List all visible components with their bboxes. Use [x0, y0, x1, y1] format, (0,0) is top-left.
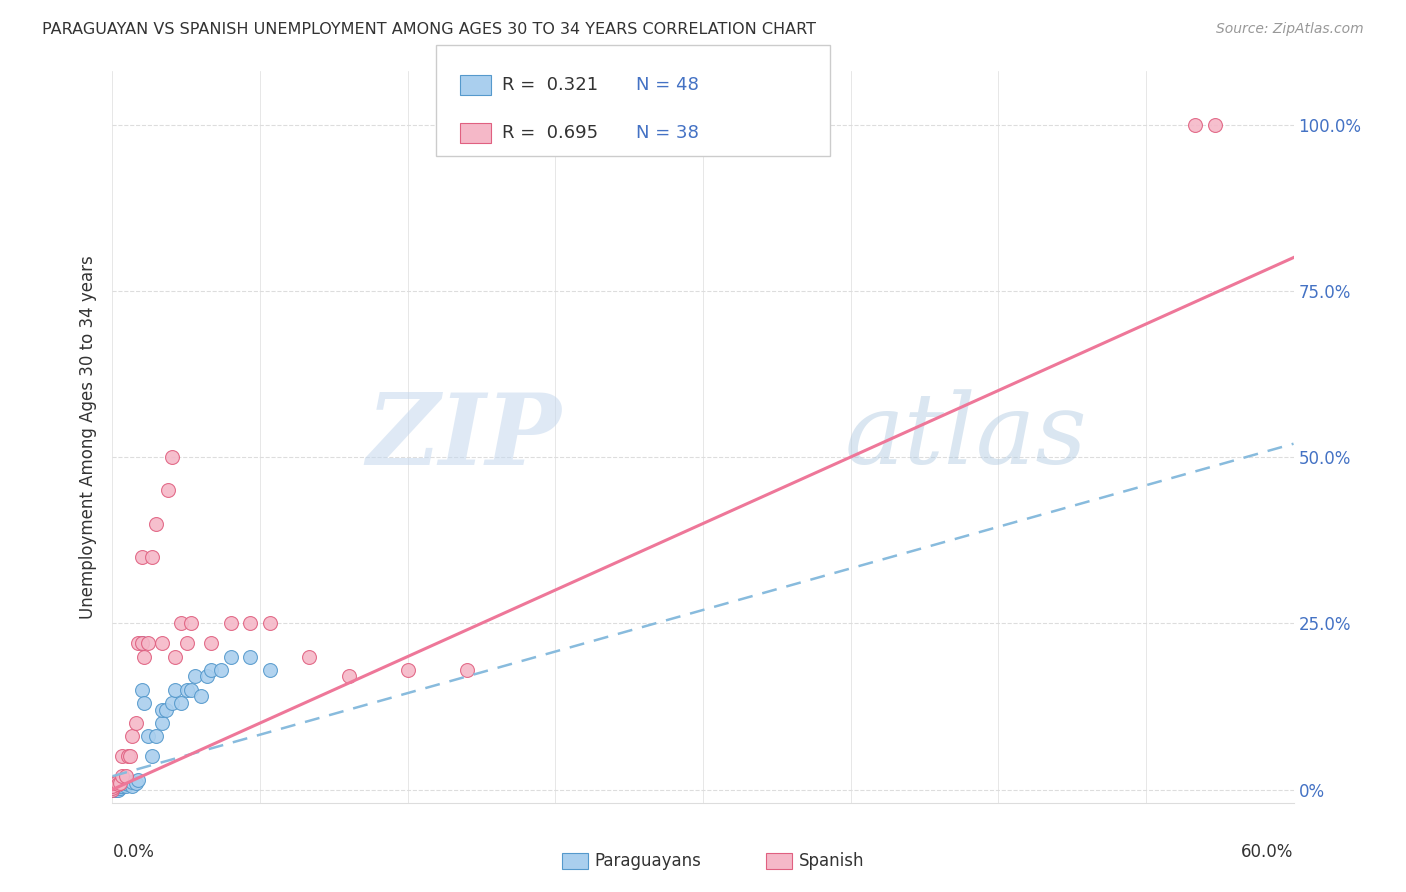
Point: [121, 779, 143, 793]
Point: [259, 663, 281, 677]
Point: [110, 781, 132, 796]
Point: [155, 703, 177, 717]
Point: [101, 782, 124, 797]
Point: [131, 636, 153, 650]
Point: [160, 696, 183, 710]
Point: [111, 776, 134, 790]
Point: [101, 780, 124, 795]
Point: [160, 450, 183, 464]
Point: [127, 636, 149, 650]
Text: Spanish: Spanish: [799, 852, 865, 870]
Point: [141, 549, 163, 564]
Point: [107, 782, 129, 797]
Point: [180, 682, 202, 697]
Point: [209, 663, 232, 677]
Point: [110, 776, 132, 790]
Point: [101, 779, 124, 793]
Point: [156, 483, 179, 498]
Point: [150, 703, 173, 717]
Point: [105, 779, 128, 793]
Point: [101, 781, 124, 796]
Point: [101, 782, 124, 797]
Point: [111, 779, 134, 793]
Point: [101, 782, 124, 797]
Point: [110, 779, 132, 793]
Point: [180, 616, 202, 631]
Point: [200, 636, 222, 650]
Point: [101, 782, 124, 797]
Point: [176, 636, 198, 650]
Point: [115, 776, 138, 790]
Point: [105, 782, 128, 797]
Point: [103, 780, 125, 795]
Point: [165, 682, 187, 697]
Point: [111, 749, 134, 764]
Text: ZIP: ZIP: [367, 389, 561, 485]
Point: [136, 636, 159, 650]
Point: [184, 669, 207, 683]
Point: [131, 549, 153, 564]
Point: [195, 669, 218, 683]
Y-axis label: Unemployment Among Ages 30 to 34 years: Unemployment Among Ages 30 to 34 years: [79, 255, 97, 619]
Text: PARAGUAYAN VS SPANISH UNEMPLOYMENT AMONG AGES 30 TO 34 YEARS CORRELATION CHART: PARAGUAYAN VS SPANISH UNEMPLOYMENT AMONG…: [42, 22, 815, 37]
Text: N = 38: N = 38: [636, 124, 699, 142]
Text: Source: ZipAtlas.com: Source: ZipAtlas.com: [1216, 22, 1364, 37]
Point: [1204, 118, 1226, 132]
Point: [1184, 118, 1206, 132]
Point: [239, 649, 262, 664]
Point: [219, 616, 242, 631]
Point: [107, 780, 129, 795]
Point: [107, 777, 129, 791]
Point: [111, 769, 134, 783]
Point: [132, 696, 155, 710]
Point: [298, 649, 321, 664]
Text: R =  0.695: R = 0.695: [502, 124, 598, 142]
Point: [136, 729, 159, 743]
Text: N = 48: N = 48: [636, 76, 699, 94]
Point: [150, 636, 173, 650]
Point: [190, 690, 212, 704]
Point: [101, 781, 124, 796]
Text: R =  0.321: R = 0.321: [502, 76, 598, 94]
Point: [219, 649, 242, 664]
Point: [105, 781, 128, 796]
Point: [456, 663, 478, 677]
Point: [120, 749, 142, 764]
Text: atlas: atlas: [845, 390, 1087, 484]
Point: [200, 663, 222, 677]
Point: [101, 779, 124, 793]
Point: [120, 776, 142, 790]
Point: [150, 716, 173, 731]
Point: [176, 682, 198, 697]
Point: [145, 729, 167, 743]
Point: [170, 696, 193, 710]
Point: [115, 769, 138, 783]
Point: [131, 636, 153, 650]
Text: Paraguayans: Paraguayans: [595, 852, 702, 870]
Point: [115, 779, 138, 793]
Point: [121, 729, 143, 743]
Point: [337, 669, 360, 683]
Text: 0.0%: 0.0%: [112, 843, 155, 861]
Point: [121, 774, 143, 789]
Point: [103, 776, 125, 790]
Text: 60.0%: 60.0%: [1241, 843, 1294, 861]
Point: [117, 749, 139, 764]
Point: [117, 777, 139, 791]
Point: [131, 682, 153, 697]
Point: [170, 616, 193, 631]
Point: [145, 516, 167, 531]
Point: [165, 649, 187, 664]
Point: [259, 616, 281, 631]
Point: [141, 749, 163, 764]
Point: [127, 772, 149, 787]
Point: [239, 616, 262, 631]
Point: [125, 716, 148, 731]
Point: [132, 649, 155, 664]
Point: [105, 776, 128, 790]
Point: [103, 782, 125, 797]
Point: [396, 663, 419, 677]
Point: [125, 776, 148, 790]
Point: [112, 777, 135, 791]
